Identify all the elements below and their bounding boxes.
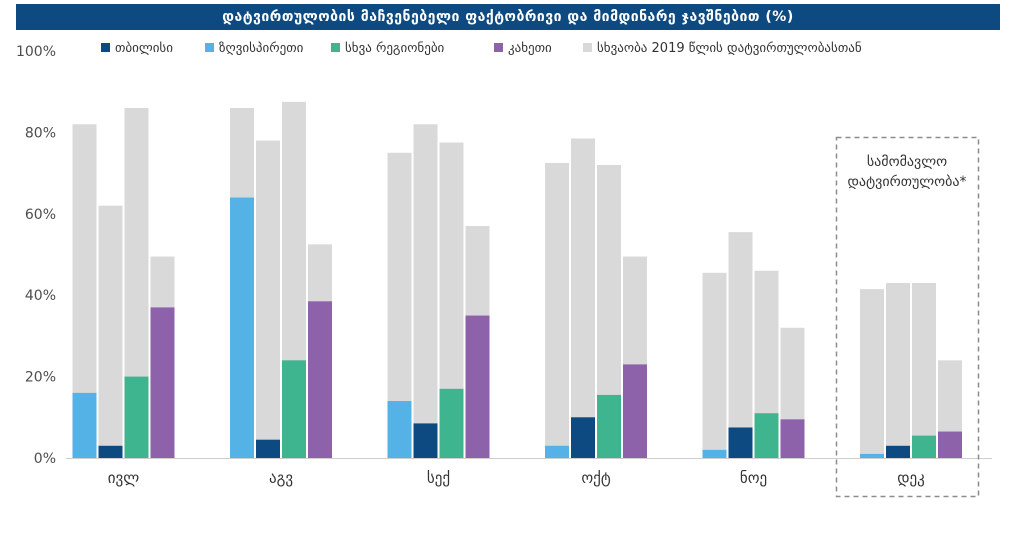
data-bar bbox=[754, 413, 779, 458]
data-bar bbox=[439, 388, 464, 458]
comparison-bar bbox=[702, 272, 727, 458]
data-bar bbox=[230, 197, 254, 458]
comparison-bar bbox=[413, 124, 438, 458]
legend-label: კახეთი bbox=[508, 41, 552, 56]
comparison-bar bbox=[912, 282, 936, 458]
data-bar bbox=[124, 376, 149, 458]
x-tick-label: ივლ bbox=[108, 469, 139, 487]
data-bar bbox=[256, 439, 280, 458]
data-bar bbox=[465, 315, 490, 458]
chart-title-bar: დატვირთულობის მაჩვენებელი ფაქტობრივი და … bbox=[16, 4, 1000, 30]
forecast-box bbox=[835, 136, 980, 498]
data-bar bbox=[860, 453, 884, 458]
legend-swatch bbox=[205, 43, 214, 52]
y-tick-label: 40% bbox=[25, 288, 56, 304]
data-bar bbox=[571, 417, 595, 458]
legend-label: თბილისი bbox=[115, 41, 173, 56]
data-bar bbox=[938, 431, 962, 458]
legend-swatch bbox=[583, 43, 592, 52]
x-tick-label: აგვ bbox=[269, 469, 293, 487]
comparison-bar bbox=[860, 289, 884, 458]
data-bar bbox=[545, 445, 569, 458]
x-tick-label: დეკ bbox=[897, 469, 925, 487]
comparison-bar bbox=[571, 138, 595, 458]
data-bar bbox=[150, 307, 175, 458]
data-bar bbox=[780, 419, 805, 458]
data-bar bbox=[597, 394, 621, 458]
legend-swatch bbox=[494, 43, 503, 52]
data-bar bbox=[702, 449, 727, 458]
data-bar bbox=[387, 401, 412, 458]
legend-label: სხვა რეგიონები bbox=[345, 41, 445, 56]
legend-label: სხვაობა 2019 წლის დატვირთულობასთან bbox=[597, 41, 862, 56]
forecast-note-line2: დატვირთულობა* bbox=[847, 173, 966, 190]
data-bar bbox=[308, 301, 332, 458]
data-bar bbox=[623, 364, 647, 458]
forecast-note-line1: სამომავლო bbox=[867, 154, 947, 170]
data-bar bbox=[912, 435, 936, 458]
data-bar bbox=[728, 427, 753, 458]
legend-swatch bbox=[331, 43, 340, 52]
data-bar bbox=[282, 360, 306, 458]
y-tick-label: 80% bbox=[25, 125, 56, 141]
data-bar bbox=[72, 392, 97, 458]
legend-label: ზღვისპირეთი bbox=[219, 41, 304, 56]
chart-title: დატვირთულობის მაჩვენებელი ფაქტობრივი და … bbox=[222, 9, 794, 25]
comparison-bar bbox=[545, 162, 569, 459]
comparison-bar bbox=[98, 205, 123, 458]
data-bar bbox=[413, 423, 438, 458]
x-tick-label: ოქტ bbox=[581, 469, 610, 487]
x-tick-label: სექ bbox=[427, 469, 450, 487]
data-bar bbox=[98, 445, 123, 458]
comparison-bar bbox=[256, 140, 280, 459]
y-tick-label: 0% bbox=[34, 451, 56, 467]
comparison-bar bbox=[886, 282, 910, 458]
legend-swatch bbox=[101, 43, 110, 52]
x-tick-label: ნოე bbox=[740, 469, 767, 487]
comparison-bar bbox=[728, 232, 753, 458]
data-bar bbox=[886, 445, 910, 458]
y-tick-label: 20% bbox=[25, 370, 56, 386]
y-tick-label: 60% bbox=[25, 207, 56, 223]
y-tick-label: 100% bbox=[16, 44, 56, 60]
